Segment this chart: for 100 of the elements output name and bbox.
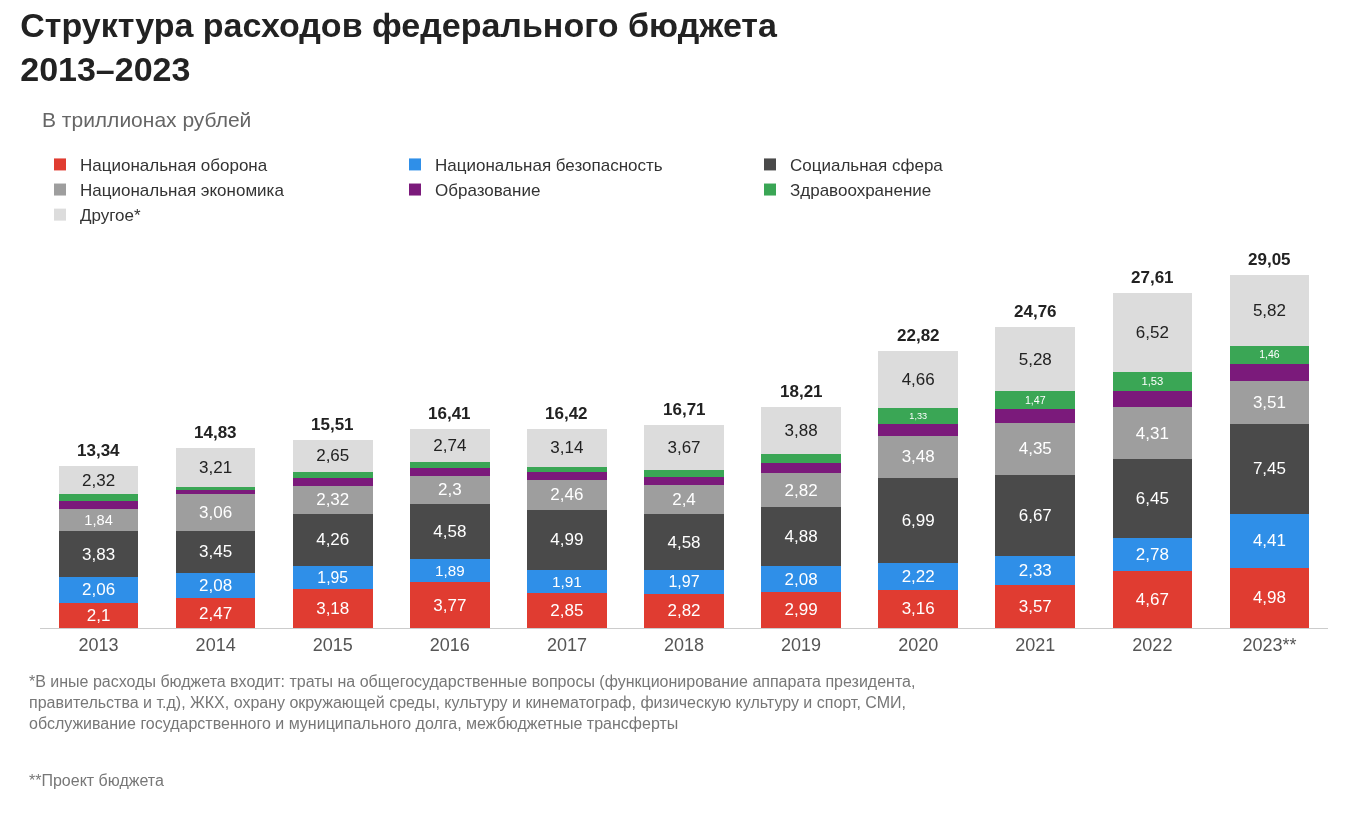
data-label: 2,78 bbox=[1135, 544, 1169, 564]
bar bbox=[410, 462, 490, 469]
data-label: 1,46 bbox=[1259, 349, 1280, 361]
data-label: 2,65 bbox=[316, 446, 350, 466]
bar bbox=[878, 435, 958, 478]
bar bbox=[58, 530, 139, 578]
bar bbox=[58, 500, 139, 509]
data-label: 4,31 bbox=[1135, 423, 1169, 443]
bar bbox=[644, 485, 724, 515]
chart-title: Структура расходов федерального бюджета 2013–2023 bbox=[20, 6, 779, 89]
data-label: 3,45 bbox=[199, 542, 233, 562]
bar bbox=[58, 577, 139, 603]
bar bbox=[761, 591, 841, 628]
chart-subtitle: В триллионах рублей bbox=[42, 108, 252, 131]
legend-label: Национальная безопасность bbox=[435, 156, 663, 176]
bar bbox=[878, 350, 958, 408]
bar bbox=[58, 466, 139, 495]
x-tick-label: 2018 bbox=[663, 634, 705, 655]
bar bbox=[410, 428, 490, 463]
data-label: 3,88 bbox=[784, 420, 818, 440]
bar bbox=[175, 486, 256, 490]
data-label: 2,08 bbox=[784, 569, 818, 589]
bar bbox=[995, 422, 1076, 476]
bar bbox=[175, 447, 256, 487]
bar bbox=[58, 494, 139, 501]
data-label: 4,58 bbox=[433, 521, 467, 541]
bar bbox=[1112, 537, 1193, 572]
bar bbox=[761, 472, 841, 508]
total-label: 29,05 bbox=[1248, 250, 1291, 269]
data-label: 3,83 bbox=[82, 544, 116, 564]
data-label: 3,77 bbox=[433, 595, 467, 615]
data-label: 3,51 bbox=[1252, 392, 1286, 412]
bar bbox=[1229, 567, 1310, 628]
bar bbox=[527, 479, 607, 510]
data-label: 2,74 bbox=[433, 435, 467, 455]
data-label: 2,33 bbox=[1018, 561, 1052, 581]
x-tick-label: 2021 bbox=[1015, 634, 1056, 655]
data-label: 4,41 bbox=[1252, 531, 1286, 551]
bar bbox=[995, 556, 1076, 585]
bar bbox=[878, 589, 958, 628]
data-label: 6,45 bbox=[1135, 488, 1169, 508]
data-label: 5,82 bbox=[1252, 301, 1286, 321]
legend-label: Национальная оборона bbox=[80, 156, 268, 176]
data-label: 3,21 bbox=[199, 457, 233, 477]
total-label: 16,42 bbox=[545, 404, 588, 423]
x-tick-label: 2023** bbox=[1242, 634, 1297, 655]
bar bbox=[410, 582, 490, 628]
data-label: 7,45 bbox=[1252, 459, 1286, 479]
bar bbox=[410, 468, 490, 476]
data-label: 2,82 bbox=[784, 480, 818, 500]
bar bbox=[527, 570, 607, 594]
total-label: 16,71 bbox=[663, 400, 706, 419]
bar bbox=[292, 478, 373, 486]
bar bbox=[527, 472, 607, 480]
data-label: 3,18 bbox=[316, 599, 350, 619]
data-label: 6,99 bbox=[901, 510, 935, 530]
bar bbox=[644, 569, 724, 594]
bar bbox=[878, 407, 958, 424]
data-label: 1,53 bbox=[1141, 374, 1164, 387]
text: *В иные расходы бюджета входит: траты на общегосударственные вопросы (функционирование аппарата президента, правительства и т.д), ЖКХ, охрану окружающей среды, культуру и кинематограф, физическую культуру и спорт, СМИ, обслуживание государственного и муниципального долга, межбюджетные трансферты bbox=[29, 673, 916, 732]
bar bbox=[1112, 571, 1193, 628]
data-label: 2,82 bbox=[667, 601, 701, 621]
bar bbox=[878, 423, 958, 436]
data-label: 2,47 bbox=[199, 603, 233, 623]
data-label: 4,58 bbox=[667, 532, 701, 552]
bar bbox=[644, 593, 724, 628]
bar bbox=[1112, 371, 1193, 391]
total-label: 27,61 bbox=[1131, 268, 1174, 287]
data-label: 1,91 bbox=[551, 572, 582, 590]
legend-label: Образование bbox=[435, 181, 541, 201]
bar bbox=[527, 593, 607, 628]
bar bbox=[175, 489, 256, 494]
total-label: 13,34 bbox=[77, 441, 121, 460]
data-label: 2,1 bbox=[86, 605, 111, 625]
data-label: 1,47 bbox=[1024, 393, 1046, 406]
bar bbox=[410, 503, 490, 560]
bar bbox=[292, 485, 373, 514]
data-label: 1,89 bbox=[435, 561, 465, 579]
total-label: 18,21 bbox=[780, 382, 823, 401]
bar bbox=[995, 409, 1076, 423]
bar bbox=[1229, 423, 1310, 514]
bar bbox=[878, 562, 958, 590]
data-label: 3,67 bbox=[667, 437, 701, 457]
data-label: 6,67 bbox=[1018, 506, 1052, 526]
data-label: 5,28 bbox=[1018, 349, 1052, 369]
bar bbox=[1112, 406, 1193, 460]
bar bbox=[1229, 345, 1310, 364]
bar bbox=[1112, 390, 1193, 407]
data-label: 4,26 bbox=[316, 530, 350, 550]
bar bbox=[175, 598, 256, 628]
bar bbox=[175, 493, 256, 531]
legend-label: Здравоохранение bbox=[790, 181, 932, 201]
bar bbox=[527, 509, 607, 571]
data-label: 4,35 bbox=[1018, 439, 1052, 459]
data-label: 3,06 bbox=[199, 502, 233, 522]
bar bbox=[644, 425, 724, 470]
data-label: 4,88 bbox=[784, 527, 818, 547]
bar bbox=[761, 507, 841, 567]
data-label: 3,57 bbox=[1018, 596, 1052, 616]
bar bbox=[761, 462, 841, 473]
